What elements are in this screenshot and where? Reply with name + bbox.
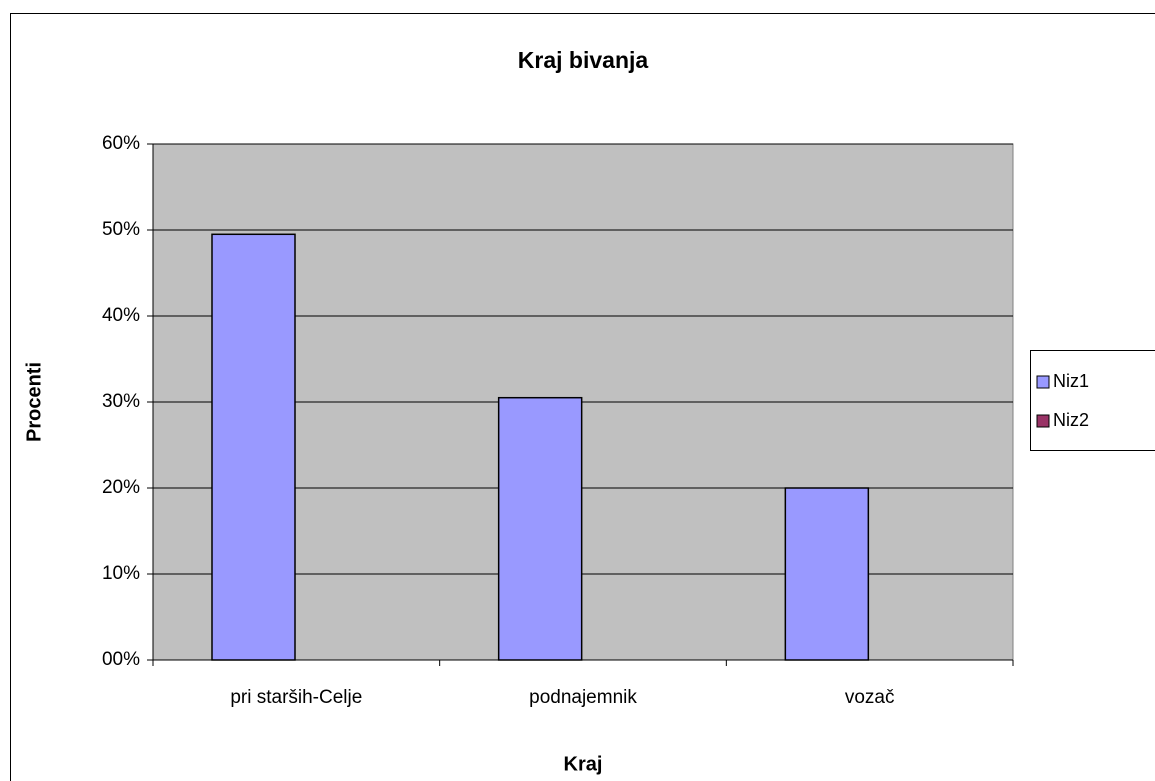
- y-tick-label: 50%: [102, 219, 140, 240]
- y-tick-label: 60%: [102, 133, 140, 154]
- x-axis-label: Kraj: [564, 753, 603, 775]
- legend-label: Niz2: [1053, 410, 1089, 430]
- legend-label: Niz1: [1053, 371, 1089, 391]
- bar: [211, 233, 296, 661]
- x-tick-label: pri starših-Celje: [230, 687, 362, 708]
- y-tick-label: 30%: [102, 391, 140, 412]
- y-tick-label: 40%: [102, 305, 140, 326]
- chart-title: Kraj bivanja: [518, 47, 649, 73]
- y-tick-label: 00%: [102, 649, 140, 670]
- bar: [784, 487, 870, 661]
- legend-swatch: [1036, 375, 1050, 389]
- bar: [497, 396, 583, 661]
- y-axis-label: Procenti: [23, 362, 45, 442]
- x-tick-label: podnajemnik: [529, 687, 637, 708]
- y-tick-label: 10%: [102, 563, 140, 584]
- legend-swatch: [1036, 414, 1050, 428]
- y-tick-label: 20%: [102, 477, 140, 498]
- x-tick-label: vozač: [845, 687, 895, 708]
- legend-box: [1030, 350, 1155, 451]
